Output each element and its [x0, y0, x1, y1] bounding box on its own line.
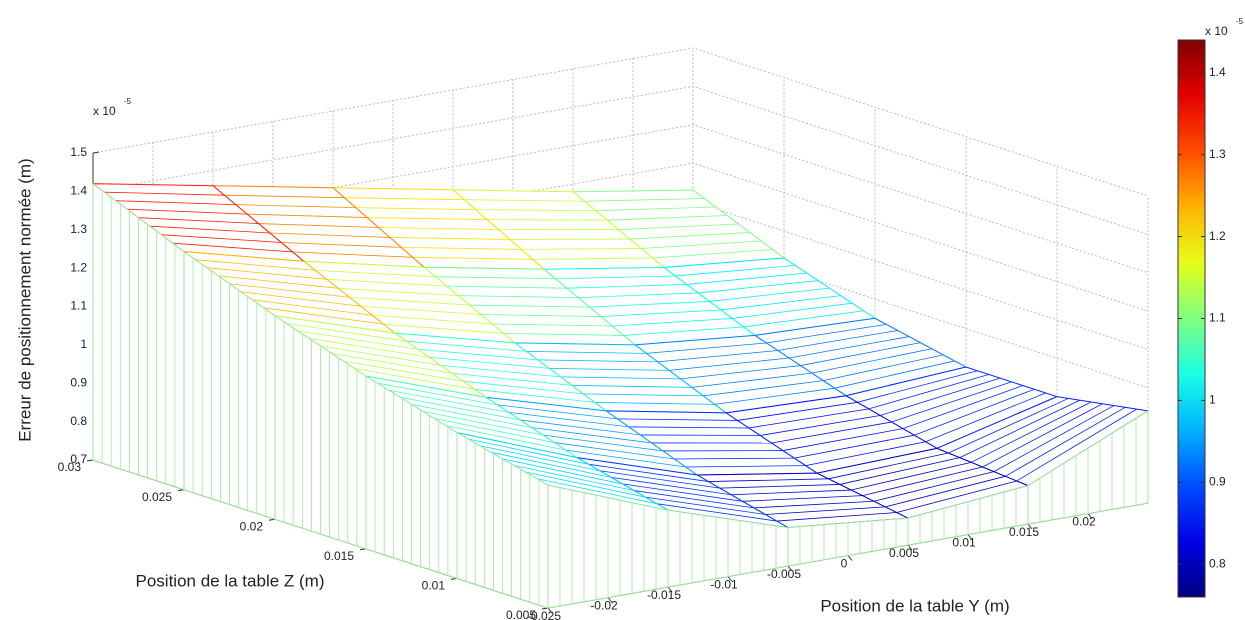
x-tick	[547, 607, 553, 614]
x-tick-label: 0.005	[889, 546, 919, 560]
skirt-cell	[92, 182, 185, 491]
colorbar-tick-label: 1.3	[1209, 147, 1226, 161]
x-tick-label: -0.015	[647, 588, 681, 602]
z-tick-label: 1	[80, 337, 87, 351]
x-tick-label: 0	[841, 557, 848, 571]
x-tick	[907, 544, 913, 551]
x-tick	[1027, 523, 1033, 530]
colorbar	[1177, 39, 1206, 598]
colorbar-tick-label: 0.9	[1209, 474, 1226, 488]
grid-line	[92, 124, 1149, 274]
x-tick-label: -0.01	[710, 578, 738, 592]
skirt-cell	[274, 314, 367, 550]
colorbar-tick-label: 1	[1209, 393, 1216, 407]
x-tick	[967, 534, 973, 540]
x-tick	[787, 565, 793, 572]
x-tick	[847, 555, 853, 561]
x-tick-label: -0.02	[590, 599, 618, 613]
y-tick-label: 0.005	[506, 608, 536, 620]
skirt-cell	[667, 509, 789, 588]
y-tick-label: 0.015	[324, 549, 354, 563]
skirt-cell	[1027, 409, 1149, 525]
z-scale-exponent: -5	[124, 97, 132, 106]
x-axis-label: Position de la table Y (m)	[820, 596, 1009, 615]
z-tick-label: 0.9	[70, 375, 87, 389]
y-tick-label: 0.01	[422, 579, 446, 593]
colorbar-tick-label: 1.2	[1209, 229, 1226, 243]
skirt-cell	[787, 517, 909, 567]
z-tick-label: 0.7	[70, 452, 87, 466]
mesh-cell	[576, 457, 789, 529]
x-tick	[727, 576, 733, 582]
colorbar-scale-label: x 10	[1205, 24, 1228, 38]
colorbar-tick-label: 1.1	[1209, 311, 1226, 325]
mesh-cell	[695, 472, 910, 529]
z-tick-label: 1.4	[70, 184, 87, 198]
colorbar-tick-label: 1.4	[1209, 65, 1226, 79]
x-tick	[1087, 513, 1093, 519]
z-scale-label: x 10	[93, 104, 116, 118]
z-tick-label: 1.2	[70, 260, 87, 274]
z-axis-label: Erreur de positionnement normée (m)	[15, 158, 34, 441]
x-tick-label: 0.02	[1072, 515, 1096, 529]
z-tick-label: 1.5	[70, 145, 87, 159]
y-tick	[86, 459, 94, 462]
z-tick-label: 1.1	[70, 299, 87, 313]
z-tick-label: 1.3	[70, 222, 87, 236]
skirt-cell	[547, 484, 669, 609]
mesh-cell	[274, 315, 487, 398]
x-tick-label: 0.01	[952, 536, 976, 550]
y-tick-label: 0.03	[58, 460, 82, 474]
x-tick-label: 0.015	[1009, 525, 1039, 539]
y-axis-label: Position de la table Z (m)	[136, 571, 325, 590]
z-tick	[92, 151, 100, 154]
grid-line	[92, 162, 1149, 312]
colorbar-tick-label: 0.8	[1209, 556, 1226, 570]
grid-line	[92, 85, 1149, 235]
x-tick	[667, 586, 673, 593]
x-tick-label: -0.025	[527, 609, 561, 620]
colorbar-scale-exponent: -5	[1236, 17, 1244, 26]
y-tick-label: 0.025	[142, 490, 172, 504]
x-tick	[607, 597, 613, 603]
z-tick-label: 0.8	[70, 414, 87, 428]
mesh-cell	[753, 317, 968, 397]
y-tick-label: 0.02	[240, 519, 264, 533]
x-tick-label: -0.005	[767, 567, 801, 581]
grid-line	[92, 47, 1149, 197]
skirt-cell	[183, 250, 276, 520]
mesh-cell	[393, 332, 608, 412]
